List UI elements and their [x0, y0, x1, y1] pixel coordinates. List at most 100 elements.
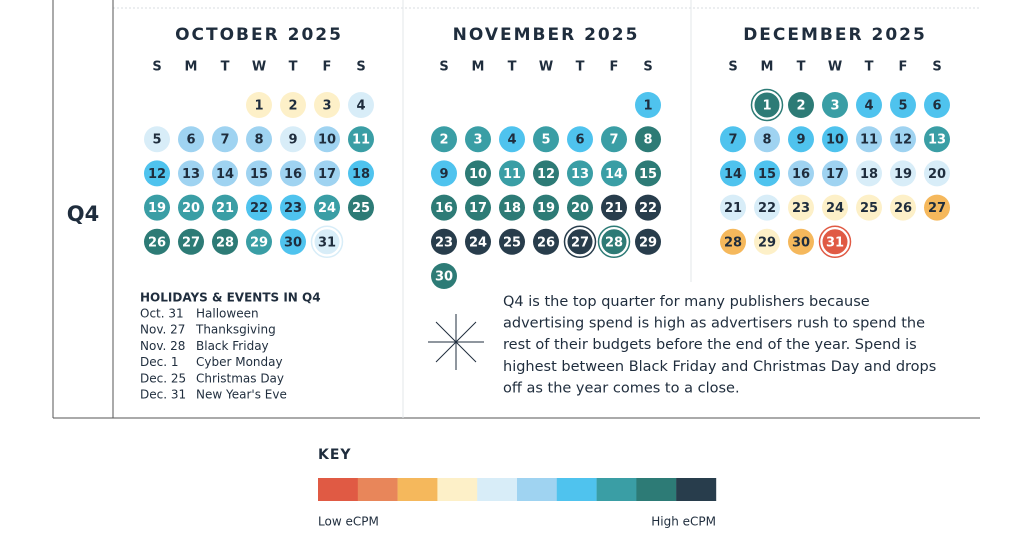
key-swatch [676, 478, 717, 501]
day-number: 6 [575, 133, 584, 148]
day-marker [533, 126, 559, 153]
day-marker [720, 194, 746, 221]
key-swatch [357, 478, 398, 501]
day-marker [431, 228, 457, 255]
day-number: 12 [537, 167, 555, 182]
day-marker [754, 160, 780, 187]
day-marker [533, 160, 559, 187]
day-marker [280, 92, 306, 118]
description-line: advertising spend is high as advertisers… [503, 316, 925, 332]
day-marker [246, 228, 272, 255]
day-marker [178, 126, 204, 153]
day-marker [246, 126, 272, 153]
day-number: 10 [469, 167, 487, 182]
day-marker [635, 126, 661, 153]
weekday: W [539, 60, 553, 75]
holiday-date: Dec. 25 [140, 371, 186, 385]
day-marker [822, 194, 848, 221]
day-number: 27 [571, 235, 589, 250]
day-number: 21 [724, 201, 742, 216]
day-number: 16 [792, 167, 810, 182]
day-marker [431, 194, 457, 221]
day-marker [754, 228, 780, 255]
day-marker [890, 126, 916, 153]
day-marker [144, 228, 170, 255]
day-marker [465, 160, 491, 187]
day-marker [348, 126, 374, 153]
day-marker [567, 194, 593, 221]
day-marker [567, 160, 593, 187]
day-marker [431, 126, 457, 153]
day-marker [635, 194, 661, 221]
day-number: 18 [503, 201, 521, 216]
day-marker [280, 228, 306, 255]
day-number: 3 [830, 99, 839, 114]
day-number: 17 [318, 167, 336, 182]
day-marker [348, 160, 374, 187]
day-marker [635, 160, 661, 187]
day-number: 12 [894, 133, 912, 148]
day-marker [431, 160, 457, 187]
day-number: 26 [148, 235, 166, 250]
day-number: 7 [609, 133, 618, 148]
holiday-ring [597, 225, 631, 259]
day-number: 29 [758, 235, 776, 250]
day-marker [754, 126, 780, 153]
day-marker [890, 194, 916, 221]
weekday: S [152, 60, 161, 75]
day-marker [753, 91, 781, 119]
weekday: S [643, 60, 652, 75]
day-marker [600, 228, 628, 256]
day-number: 13 [571, 167, 589, 182]
key-high: High eCPM [651, 515, 716, 529]
day-marker [635, 92, 661, 118]
weekday: S [356, 60, 365, 75]
day-number: 9 [288, 133, 297, 148]
day-marker [431, 263, 457, 289]
day-marker [567, 126, 593, 153]
day-marker [533, 228, 559, 255]
day-marker [314, 194, 340, 221]
day-number: 14 [216, 167, 234, 182]
day-marker [788, 160, 814, 187]
key-title: KEY [318, 447, 352, 463]
day-marker [178, 160, 204, 187]
day-number: 8 [254, 133, 263, 148]
holiday-date: Dec. 1 [140, 355, 178, 369]
day-marker [533, 194, 559, 221]
key-low: Low eCPM [318, 515, 379, 529]
day-marker [314, 92, 340, 118]
day-number: 11 [503, 167, 521, 182]
day-number: 2 [796, 99, 805, 114]
holiday-date: Oct. 31 [140, 307, 184, 321]
weekday: T [576, 60, 585, 75]
day-marker [924, 160, 950, 187]
day-number: 20 [928, 167, 946, 182]
day-marker [178, 228, 204, 255]
day-marker [856, 92, 882, 118]
day-number: 26 [894, 201, 912, 216]
weekday: T [508, 60, 517, 75]
day-marker [313, 228, 341, 256]
day-number: 23 [435, 235, 453, 250]
weekday: F [323, 60, 332, 75]
weekday: M [761, 60, 774, 75]
day-number: 1 [762, 99, 771, 114]
day-marker [499, 126, 525, 153]
day-number: 28 [216, 235, 234, 250]
day-number: 30 [284, 235, 302, 250]
day-number: 9 [796, 133, 805, 148]
month-title: DECEMBER 2025 [743, 25, 927, 45]
day-marker [246, 160, 272, 187]
day-marker [822, 92, 848, 118]
day-number: 1 [643, 99, 652, 114]
day-number: 1 [254, 99, 263, 114]
day-marker [754, 194, 780, 221]
day-number: 14 [724, 167, 742, 182]
day-number: 3 [473, 133, 482, 148]
day-marker [788, 194, 814, 221]
day-number: 26 [537, 235, 555, 250]
day-marker [720, 126, 746, 153]
